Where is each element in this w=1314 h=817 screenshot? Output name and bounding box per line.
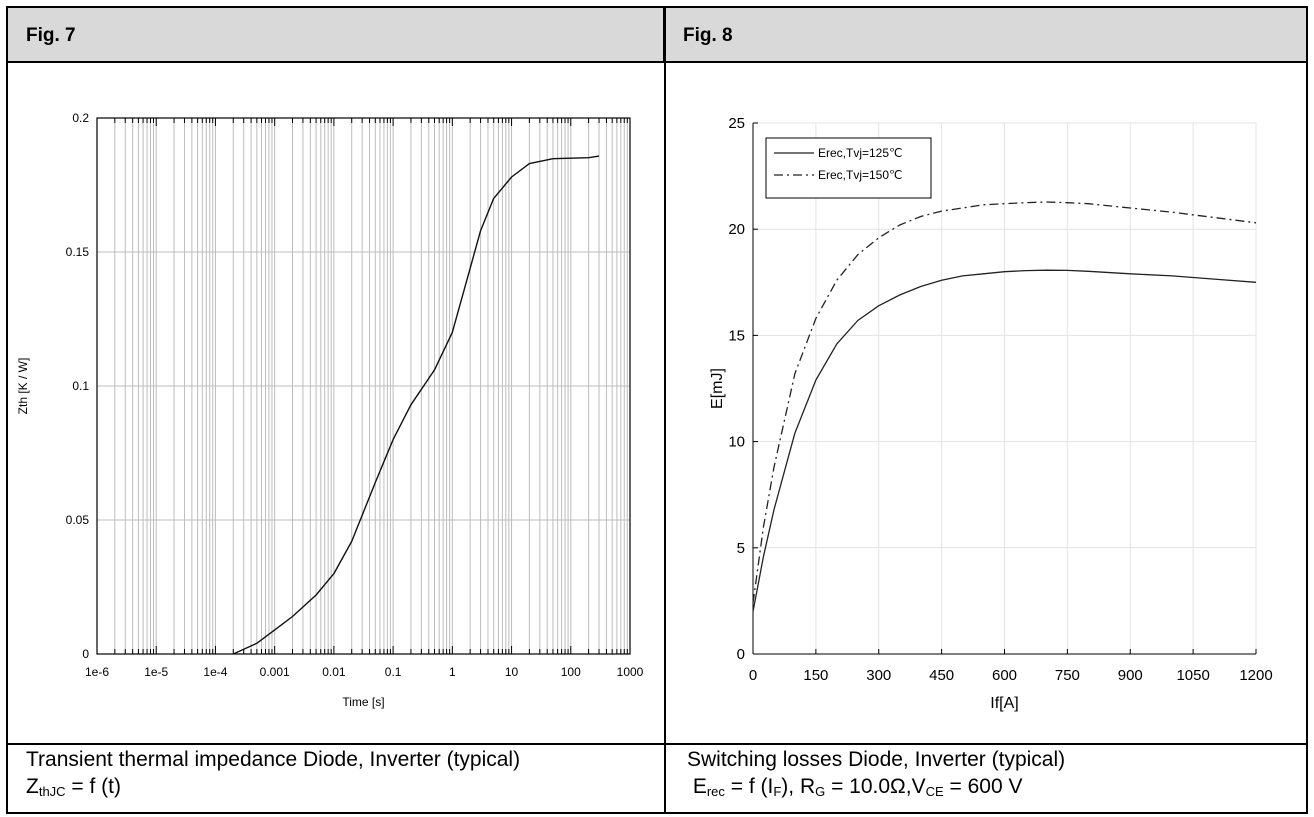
y-tick-label: 0.1 [72, 379, 89, 393]
x-tick-label: 1050 [1176, 667, 1209, 684]
x-tick-label: 1200 [1239, 667, 1272, 684]
zth-rest: = f (t) [65, 775, 121, 798]
figure-table: Fig. 7 Fig. 8 1e-6 1e-5 1e-4 0.001 0.01 0.1 1 1… [6, 6, 1308, 814]
x-axis-label: If[A] [990, 695, 1018, 712]
rg-subscript: G [815, 784, 826, 799]
erec-150-curve [752, 201, 1257, 604]
x-tick-label: 100 [561, 665, 581, 679]
x-tick-label: 900 [1118, 667, 1143, 684]
fig8-header: Fig. 8 [665, 8, 1306, 63]
y-tick-label: 0.05 [66, 513, 90, 527]
x-tick-label: 300 [866, 667, 891, 684]
fig8-caption-line2: Erec = f (IF), RG = 10.0Ω,VCE = 600 V [687, 773, 1065, 805]
x-tick-label: 1e-5 [144, 665, 168, 679]
y-tick-label: 0 [737, 646, 745, 663]
legend-label-125: Erec,Tvj=125℃ [818, 146, 903, 160]
fig8-chart: 0 150 300 450 600 750 900 1050 1200 0 5 10 15 20 25 If[… [709, 115, 1273, 712]
x-tick-label: 450 [929, 667, 954, 684]
x-tick-label: 150 [803, 667, 828, 684]
x-tick-label: 0 [749, 667, 757, 684]
if-subscript: F [773, 784, 782, 799]
legend-box [765, 137, 932, 199]
erec-125-curve [752, 269, 1257, 612]
y-tick-label: 25 [728, 115, 745, 132]
x-tick-label: 10 [505, 665, 519, 679]
y-tick-label: 0.2 [72, 111, 89, 125]
x-tick-label: 0.01 [322, 665, 346, 679]
rg-rest: = 10.0Ω,V [825, 775, 926, 798]
y-tick-label: 5 [737, 540, 745, 557]
plot-frame [96, 117, 631, 655]
erec-rest: = f (I [724, 775, 774, 798]
y-tick-label: 0 [82, 647, 89, 661]
vce-subscript: CE [925, 784, 944, 799]
vce-rest: = 600 V [943, 775, 1023, 798]
column-divider [664, 8, 666, 812]
fig7-header: Fig. 7 [8, 8, 665, 63]
fig8-caption-line1: Switching losses Diode, Inverter (typica… [687, 748, 1066, 771]
y-tick-label: 0.15 [66, 245, 90, 259]
zth-curve [233, 155, 600, 655]
x-tick-label: 750 [1055, 667, 1080, 684]
x-tick-label: 600 [992, 667, 1017, 684]
x-tick-label: 1000 [617, 665, 644, 679]
fig7-caption-line1: Transient thermal impedance Diode, Inver… [26, 748, 521, 771]
x-tick-label: 1 [449, 665, 456, 679]
erec-subscript: rec [706, 784, 725, 799]
fig7-caption-line2: ZthJC = f (t) [26, 773, 520, 805]
caption-divider [8, 743, 1306, 745]
x-tick-label: 1e-6 [85, 665, 109, 679]
fig7-caption: Transient thermal impedance Diode, Inver… [26, 746, 520, 805]
y-tick-label: 10 [728, 434, 745, 451]
zth-symbol: Z [26, 775, 39, 798]
legend-label-150: Erec,Tvj=150℃ [818, 168, 903, 182]
erec-symbol: E [687, 775, 707, 798]
rg-symbol: ), R [781, 775, 816, 798]
x-tick-label: 0.001 [260, 665, 290, 679]
y-axis-label: Zth [K / W] [16, 358, 30, 415]
y-axis-label: E[mJ] [709, 368, 726, 409]
fig7-chart: 1e-6 1e-5 1e-4 0.001 0.01 0.1 1 10 100 1000 0 0.05 0… [16, 111, 644, 709]
y-tick-label: 15 [728, 327, 745, 344]
y-tick-label: 20 [728, 221, 745, 238]
zth-subscript: thJC [38, 784, 66, 799]
x-tick-label: 0.1 [385, 665, 402, 679]
fig8-caption: Switching losses Diode, Inverter (typica… [687, 746, 1065, 805]
x-axis-label: Time [s] [342, 695, 384, 709]
x-tick-label: 1e-4 [203, 665, 227, 679]
